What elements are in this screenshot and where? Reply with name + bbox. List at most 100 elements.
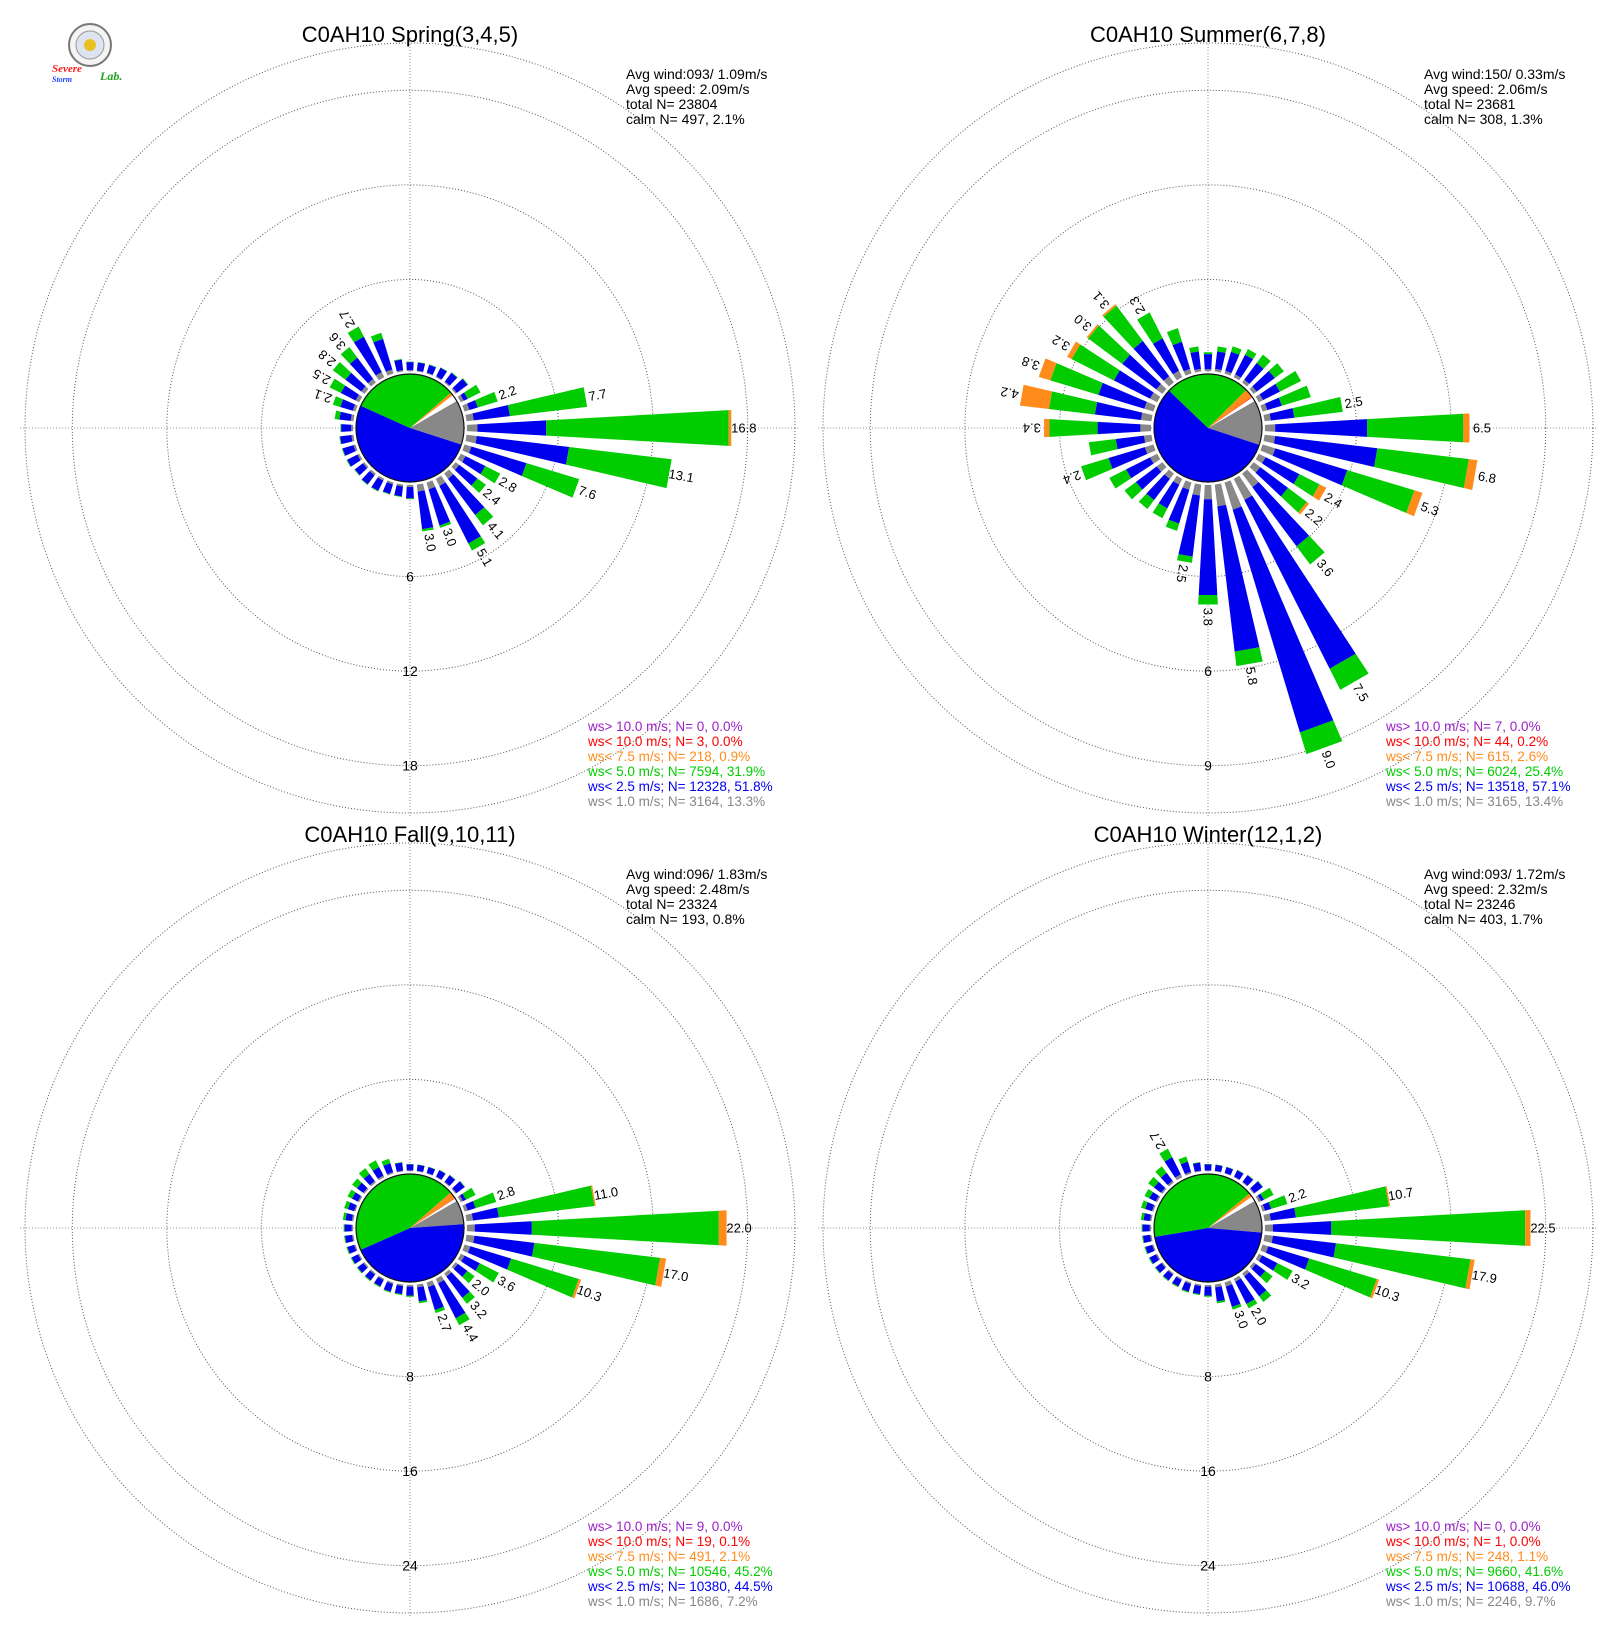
bar-segment-ws-lt-2-5: [351, 1192, 361, 1202]
bar-segment-calm: [426, 1172, 433, 1176]
bar-segment-calm: [1172, 370, 1183, 381]
bar-segment-ws-lt-5-0: [1256, 354, 1271, 369]
bar-segment-ws-lt-5-0: [546, 410, 729, 446]
bar-segment-calm: [1176, 1275, 1183, 1281]
bar-segment-ws-lt-2-5: [1192, 1162, 1202, 1172]
bar-segment-calm: [426, 480, 436, 490]
bar-segment-calm: [462, 1244, 471, 1253]
bar-value-label: 10.3: [575, 1282, 604, 1305]
pie-outline: [1153, 1173, 1263, 1283]
bar-segment-calm: [1173, 475, 1183, 485]
bar-segment-ws-lt-5-0: [394, 1162, 403, 1164]
bar-segment-calm: [1214, 1170, 1222, 1173]
bar-segment-ws-lt-2-5: [1272, 448, 1348, 486]
bar-segment-calm: [396, 483, 404, 487]
grid-ring: [71, 889, 749, 1567]
bar-segment-calm: [1260, 403, 1268, 412]
grid-ring: [869, 89, 1547, 767]
bar-segment-ws-lt-5-0: [1231, 346, 1242, 355]
bar-segment-ws-lt-5-0: [1237, 1169, 1244, 1174]
bar-segment-calm: [1161, 1262, 1167, 1268]
bar-segment-ws-lt-2-5: [1214, 1164, 1223, 1172]
bar-segment-ws-lt-2-5: [353, 336, 382, 376]
bar-segment-calm: [351, 1214, 355, 1222]
bar-segment-ws-lt-2-5: [454, 464, 478, 486]
bar-segment-ws-lt-2-5: [347, 454, 361, 467]
bar-segment-ws-lt-2-5: [461, 1255, 480, 1271]
bar-segment-ws-lt-2-5: [1190, 351, 1201, 371]
bar-value-label: 9.0: [1318, 748, 1338, 770]
bar-segment-ws-lt-5-0: [440, 367, 448, 372]
bar-segment-ws-lt-2-5: [1198, 499, 1218, 595]
pie-slice: [1208, 389, 1253, 428]
bar-segment-ws-lt-2-5: [345, 1213, 353, 1222]
bar-segment-calm: [1255, 453, 1266, 464]
bar-value-label: 3.2: [1049, 332, 1072, 354]
bar-segment-ws-lt-2-5: [1142, 1234, 1152, 1243]
bar-segment-ws-lt-5-0: [1140, 1212, 1145, 1221]
bar-segment-calm: [444, 1181, 450, 1187]
bar-segment-ws-lt-2-5: [1244, 495, 1356, 669]
bar-value-label: 4.4: [459, 1321, 481, 1344]
bar-segment-ws-lt-2-5: [1224, 1166, 1234, 1175]
bar-segment-ws-lt-2-5: [340, 435, 353, 445]
bar-segment-ws-lt-2-5: [340, 399, 356, 411]
bar-segment-ws-lt-5-0: [428, 1166, 436, 1170]
bar-segment-ws-lt-7-5: [655, 1257, 667, 1287]
bar-segment-calm: [361, 386, 369, 394]
bar-segment-ws-lt-5-0: [340, 424, 342, 432]
bar-segment-ws-lt-5-0: [475, 391, 498, 408]
bar-segment-ws-lt-2-5: [1273, 436, 1378, 467]
bar-segment-calm: [1204, 1284, 1212, 1287]
bar-segment-ws-lt-5-0: [1178, 1156, 1188, 1165]
bar-segment-ws-lt-5-0: [1260, 1270, 1273, 1284]
bar-segment-ws-lt-5-0: [350, 1257, 356, 1265]
bar-value-label: 3.0: [1071, 311, 1094, 334]
bar-segment-ws-lt-5-0: [1292, 396, 1343, 418]
bar-segment-ws-lt-2-5: [361, 471, 375, 485]
bar-segment-ws-lt-2-5: [1215, 1286, 1225, 1302]
legend-entry: ws< 1.0 m/s; N= 3165, 13.4%: [1385, 794, 1563, 809]
stats-line: total N= 23681: [1424, 96, 1516, 112]
bar-segment-ws-lt-5-0: [340, 347, 358, 364]
bar-value-label: 16.8: [731, 421, 756, 436]
bar-segment-calm: [386, 1280, 394, 1285]
bar-segment-calm: [406, 370, 414, 372]
bar-segment-ws-lt-2-5: [406, 362, 414, 371]
bar-segment-ws-lt-2-5: [427, 1284, 444, 1311]
bar-segment-ws-lt-5-0: [1331, 1210, 1526, 1246]
bar-segment-ws-lt-5-0: [381, 1158, 391, 1166]
bar-segment-ws-lt-7-5: [1463, 459, 1478, 490]
bar-segment-ws-lt-7-5: [1312, 484, 1327, 501]
bar-segment-ws-lt-2-5: [1133, 340, 1170, 381]
bar-segment-ws-lt-5-0: [1226, 1166, 1234, 1170]
bar-segment-ws-lt-2-5: [1252, 370, 1275, 392]
bar-segment-ws-lt-2-5: [438, 1280, 466, 1319]
bar-segment-ws-lt-2-5: [1258, 1255, 1278, 1271]
bar-segment-ws-lt-5-0: [531, 1210, 719, 1246]
bar-segment-calm: [1140, 412, 1153, 422]
bar-segment-ws-lt-7-5: [1370, 1278, 1380, 1299]
bar-segment-calm: [1255, 1253, 1263, 1262]
bar-segment-calm: [465, 1213, 474, 1222]
bar-value-label: 22.0: [726, 1221, 751, 1236]
bar-segment-ws-lt-2-5: [417, 490, 434, 530]
bar-value-label: 10.7: [1387, 1184, 1415, 1203]
bar-segment-ws-lt-2-5: [477, 420, 547, 436]
bar-segment-ws-lt-2-5: [416, 1164, 425, 1172]
bar-segment-ws-lt-7-5: [1086, 324, 1099, 339]
pie-slice: [356, 1174, 451, 1250]
bar-value-label: 2.8: [495, 1183, 517, 1203]
bar-segment-calm: [462, 1204, 468, 1212]
bar-segment-calm: [1164, 469, 1174, 479]
bar-segment-ws-lt-5-0: [566, 446, 672, 489]
bar-segment-calm: [1140, 424, 1152, 432]
bar-segment-calm: [367, 378, 376, 387]
stats-line: total N= 23246: [1424, 896, 1516, 912]
bar-segment-calm: [435, 475, 446, 487]
pie-slice: [410, 392, 453, 428]
stats-line: Avg speed: 2.06m/s: [1424, 81, 1547, 97]
bar-segment-ws-lt-5-0: [1329, 653, 1369, 690]
bar-segment-calm: [462, 403, 470, 412]
bar-segment-ws-lt-2-5: [1153, 1181, 1166, 1193]
